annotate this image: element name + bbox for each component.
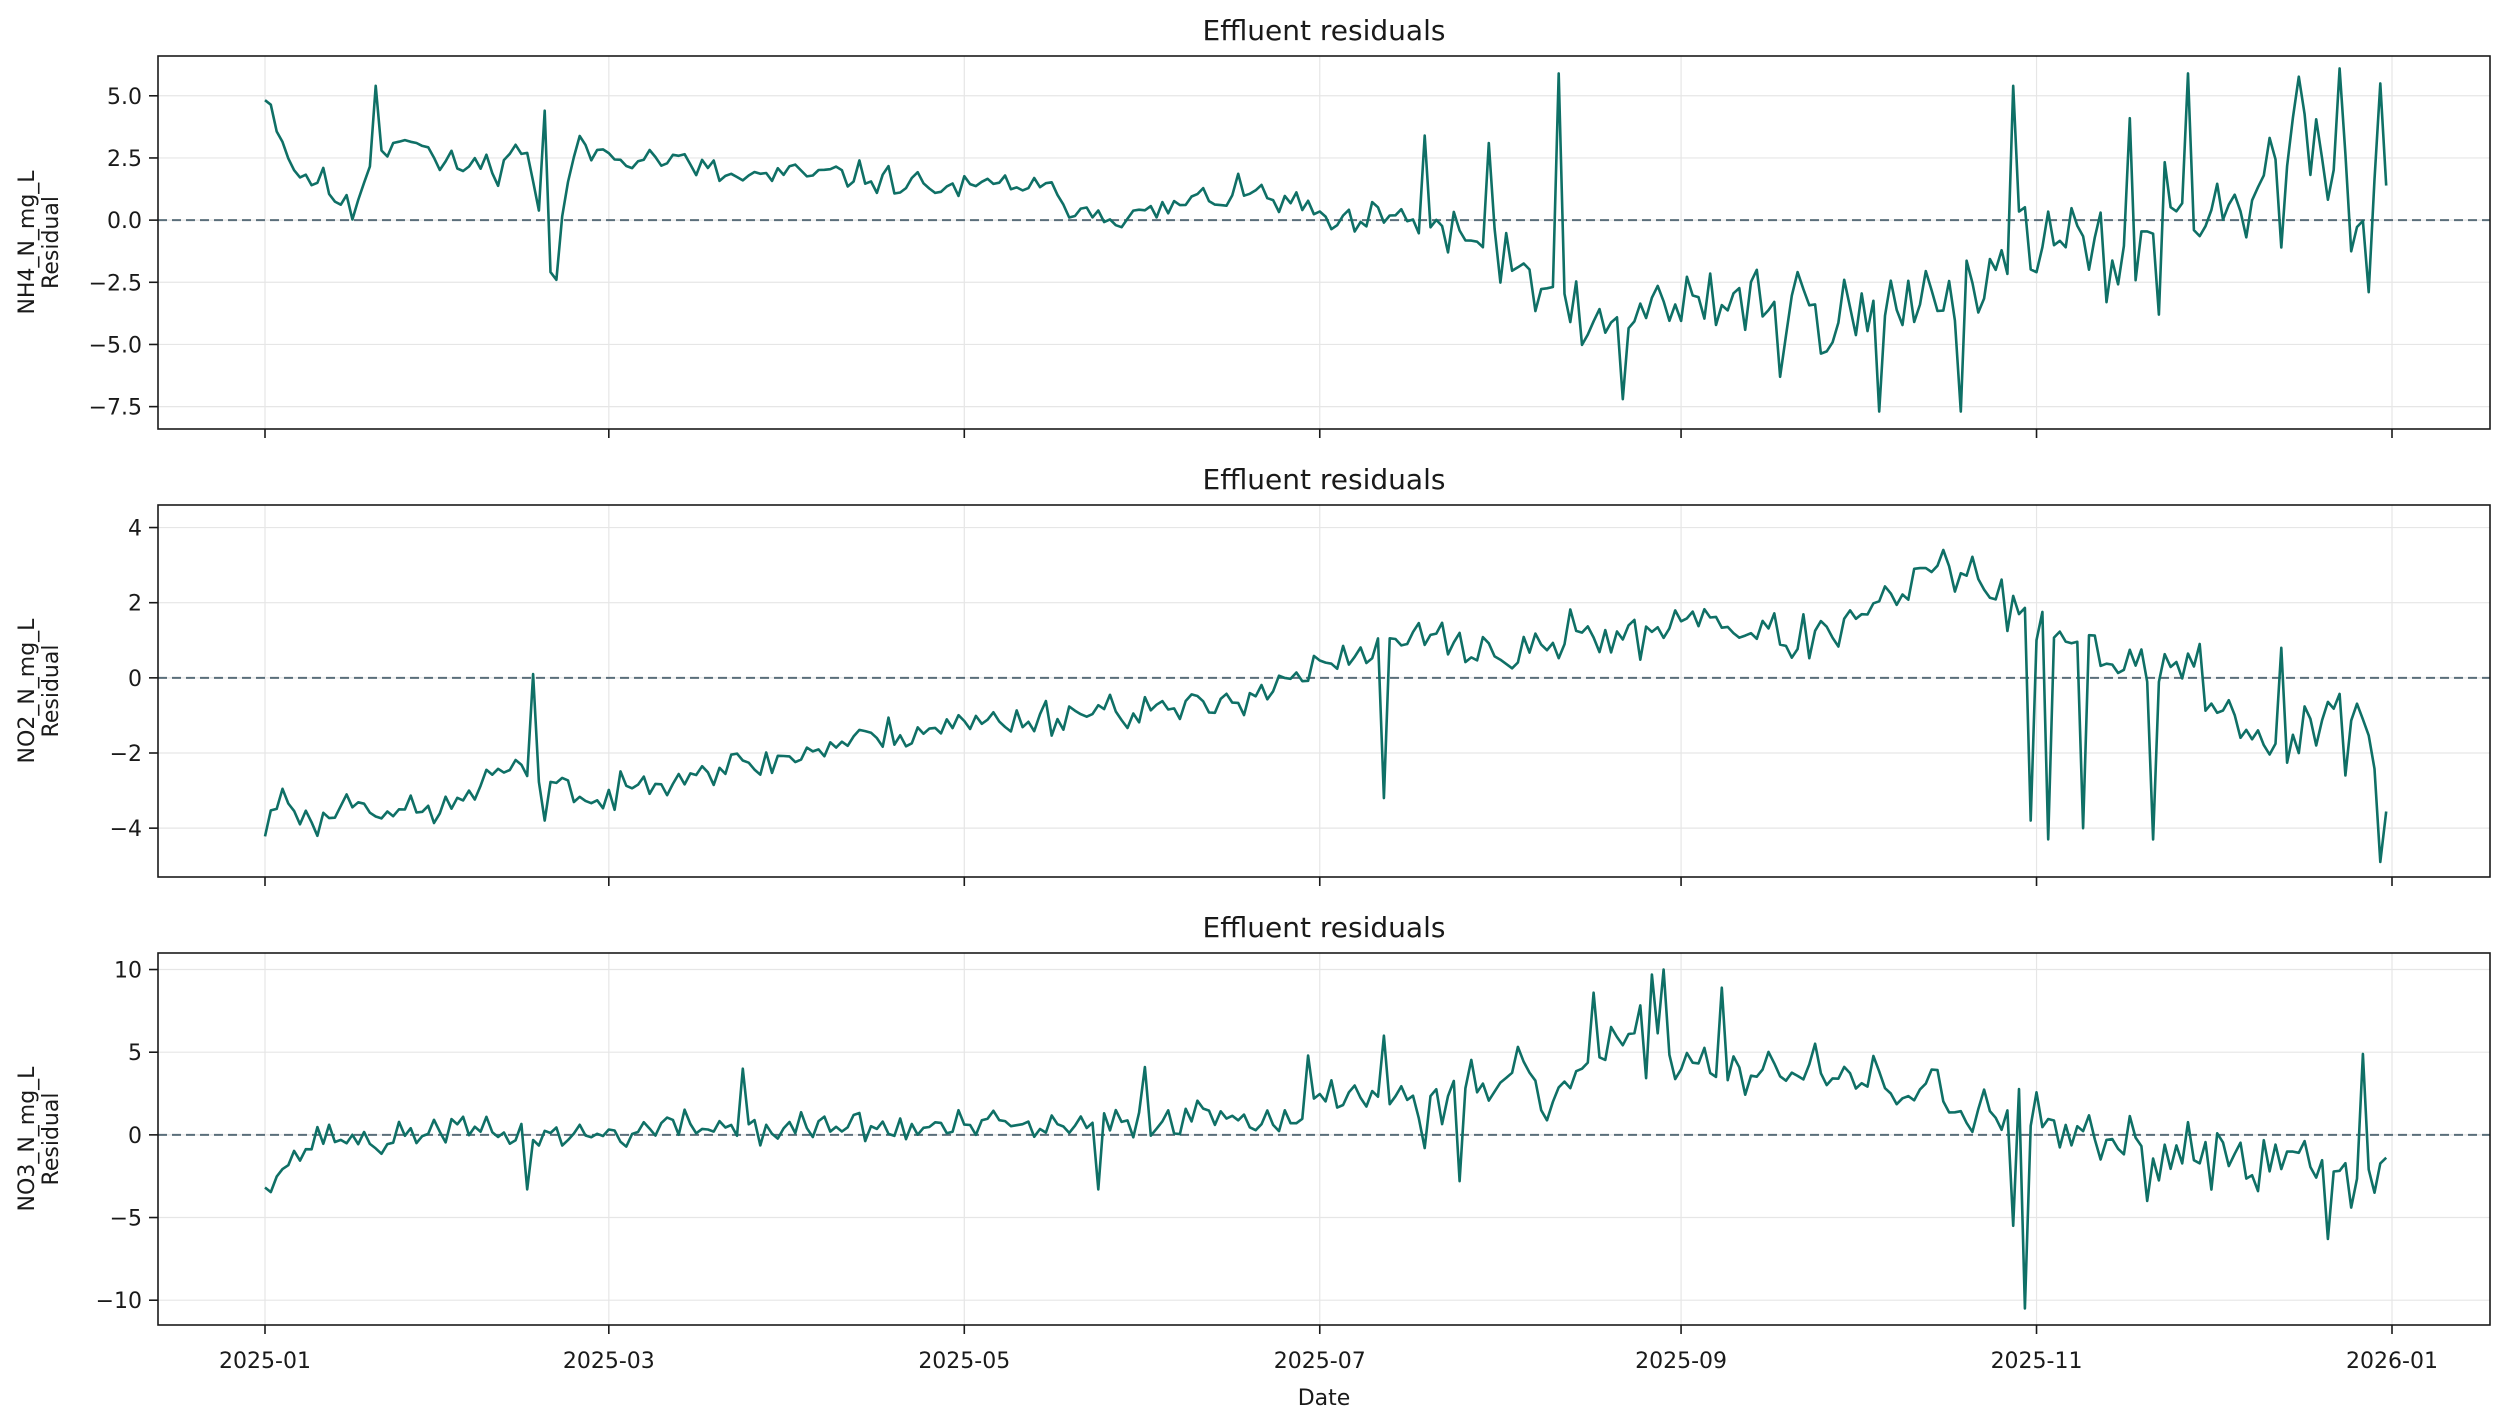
y-axis-label: NO2_N_mg_LResidual <box>15 618 64 764</box>
x-tick-label: 2025-01 <box>219 1349 311 1374</box>
y-tick-label: 5 <box>128 1041 142 1066</box>
residual-series-line <box>263 548 2388 864</box>
y-tick-label: −10 <box>96 1289 142 1314</box>
y-tick-label: −2.5 <box>89 271 142 296</box>
y-tick-label: −4 <box>110 817 142 842</box>
y-tick-label: −7.5 <box>89 396 142 421</box>
residual-series-line <box>264 968 2388 1310</box>
y-tick-label: −5 <box>110 1207 142 1232</box>
panel-title: Effluent residuals <box>1203 463 1446 496</box>
y-tick-label: 0 <box>128 667 142 692</box>
axes-frame <box>157 952 2491 1326</box>
panel-title: Effluent residuals <box>1203 14 1446 47</box>
y-tick-label: 0 <box>128 1124 142 1149</box>
y-tick-label: 0.0 <box>107 209 142 234</box>
y-tick-label: −5.0 <box>89 333 142 358</box>
y-tick-label: 10 <box>114 959 142 984</box>
axes-frame <box>157 504 2491 878</box>
panel-2: −4 −2 0 2 4 Effluent residuals NO2_N_mg_LResid… <box>15 463 2491 886</box>
y-axis-label-line1: NH4_N_mg_L <box>15 170 40 315</box>
x-tick-label: 2025-03 <box>563 1349 655 1374</box>
panel-3: −10 −5 0 5 10 2025-01 2025-03 2025-05 2025-07 202… <box>15 911 2491 1411</box>
panel-1: −7.5 −5.0 −2.5 0.0 2.5 5.0 Effluent residuals N… <box>15 14 2491 438</box>
x-tick-label: 2025-09 <box>1635 1349 1727 1374</box>
x-tick-label: 2025-07 <box>1274 1349 1366 1374</box>
y-tick-label: 2 <box>128 592 142 617</box>
y-axis-label: NH4_N_mg_LResidual <box>15 170 64 315</box>
y-tick-label: 5.0 <box>107 85 142 110</box>
panel-title: Effluent residuals <box>1203 911 1446 944</box>
y-tick-label: 2.5 <box>107 147 142 172</box>
y-axis-label-line2: Residual <box>39 1093 64 1186</box>
x-axis-label: Date <box>1298 1386 1351 1411</box>
y-axis-label-line2: Residual <box>39 645 64 738</box>
y-axis-label-line1: NO2_N_mg_L <box>15 618 40 764</box>
x-tick-label: 2025-05 <box>918 1349 1010 1374</box>
y-axis-label-line1: NO3_N_mg_L <box>15 1066 40 1212</box>
axes-frame <box>157 55 2491 430</box>
y-axis-label-line2: Residual <box>39 196 64 289</box>
y-tick-label: 4 <box>128 517 142 542</box>
x-tick-label: 2026-01 <box>2346 1349 2438 1374</box>
y-tick-label: −2 <box>110 742 142 767</box>
y-axis-label: NO3_N_mg_LResidual <box>15 1066 64 1212</box>
residual-series-line <box>264 67 2388 413</box>
x-tick-label: 2025-11 <box>1991 1349 2083 1374</box>
